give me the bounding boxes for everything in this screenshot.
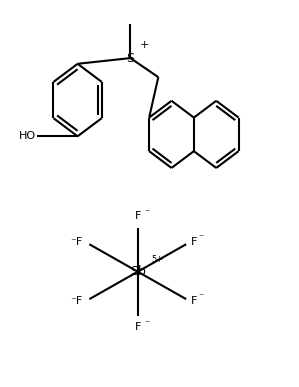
- Text: ⁻: ⁻: [198, 292, 203, 302]
- Text: F: F: [135, 211, 141, 221]
- Text: +: +: [140, 40, 149, 50]
- Text: ⁻F: ⁻F: [71, 237, 83, 247]
- Text: S: S: [126, 51, 135, 65]
- Text: Sb: Sb: [130, 265, 146, 278]
- Text: ⁻: ⁻: [144, 208, 149, 218]
- Text: 5+: 5+: [152, 255, 164, 264]
- Text: HO: HO: [19, 131, 36, 141]
- Text: ⁻: ⁻: [144, 319, 149, 329]
- Text: F: F: [190, 296, 197, 306]
- Text: ⁻: ⁻: [198, 233, 203, 243]
- Text: F: F: [190, 237, 197, 247]
- Text: F: F: [135, 322, 141, 332]
- Text: ⁻F: ⁻F: [71, 296, 83, 306]
